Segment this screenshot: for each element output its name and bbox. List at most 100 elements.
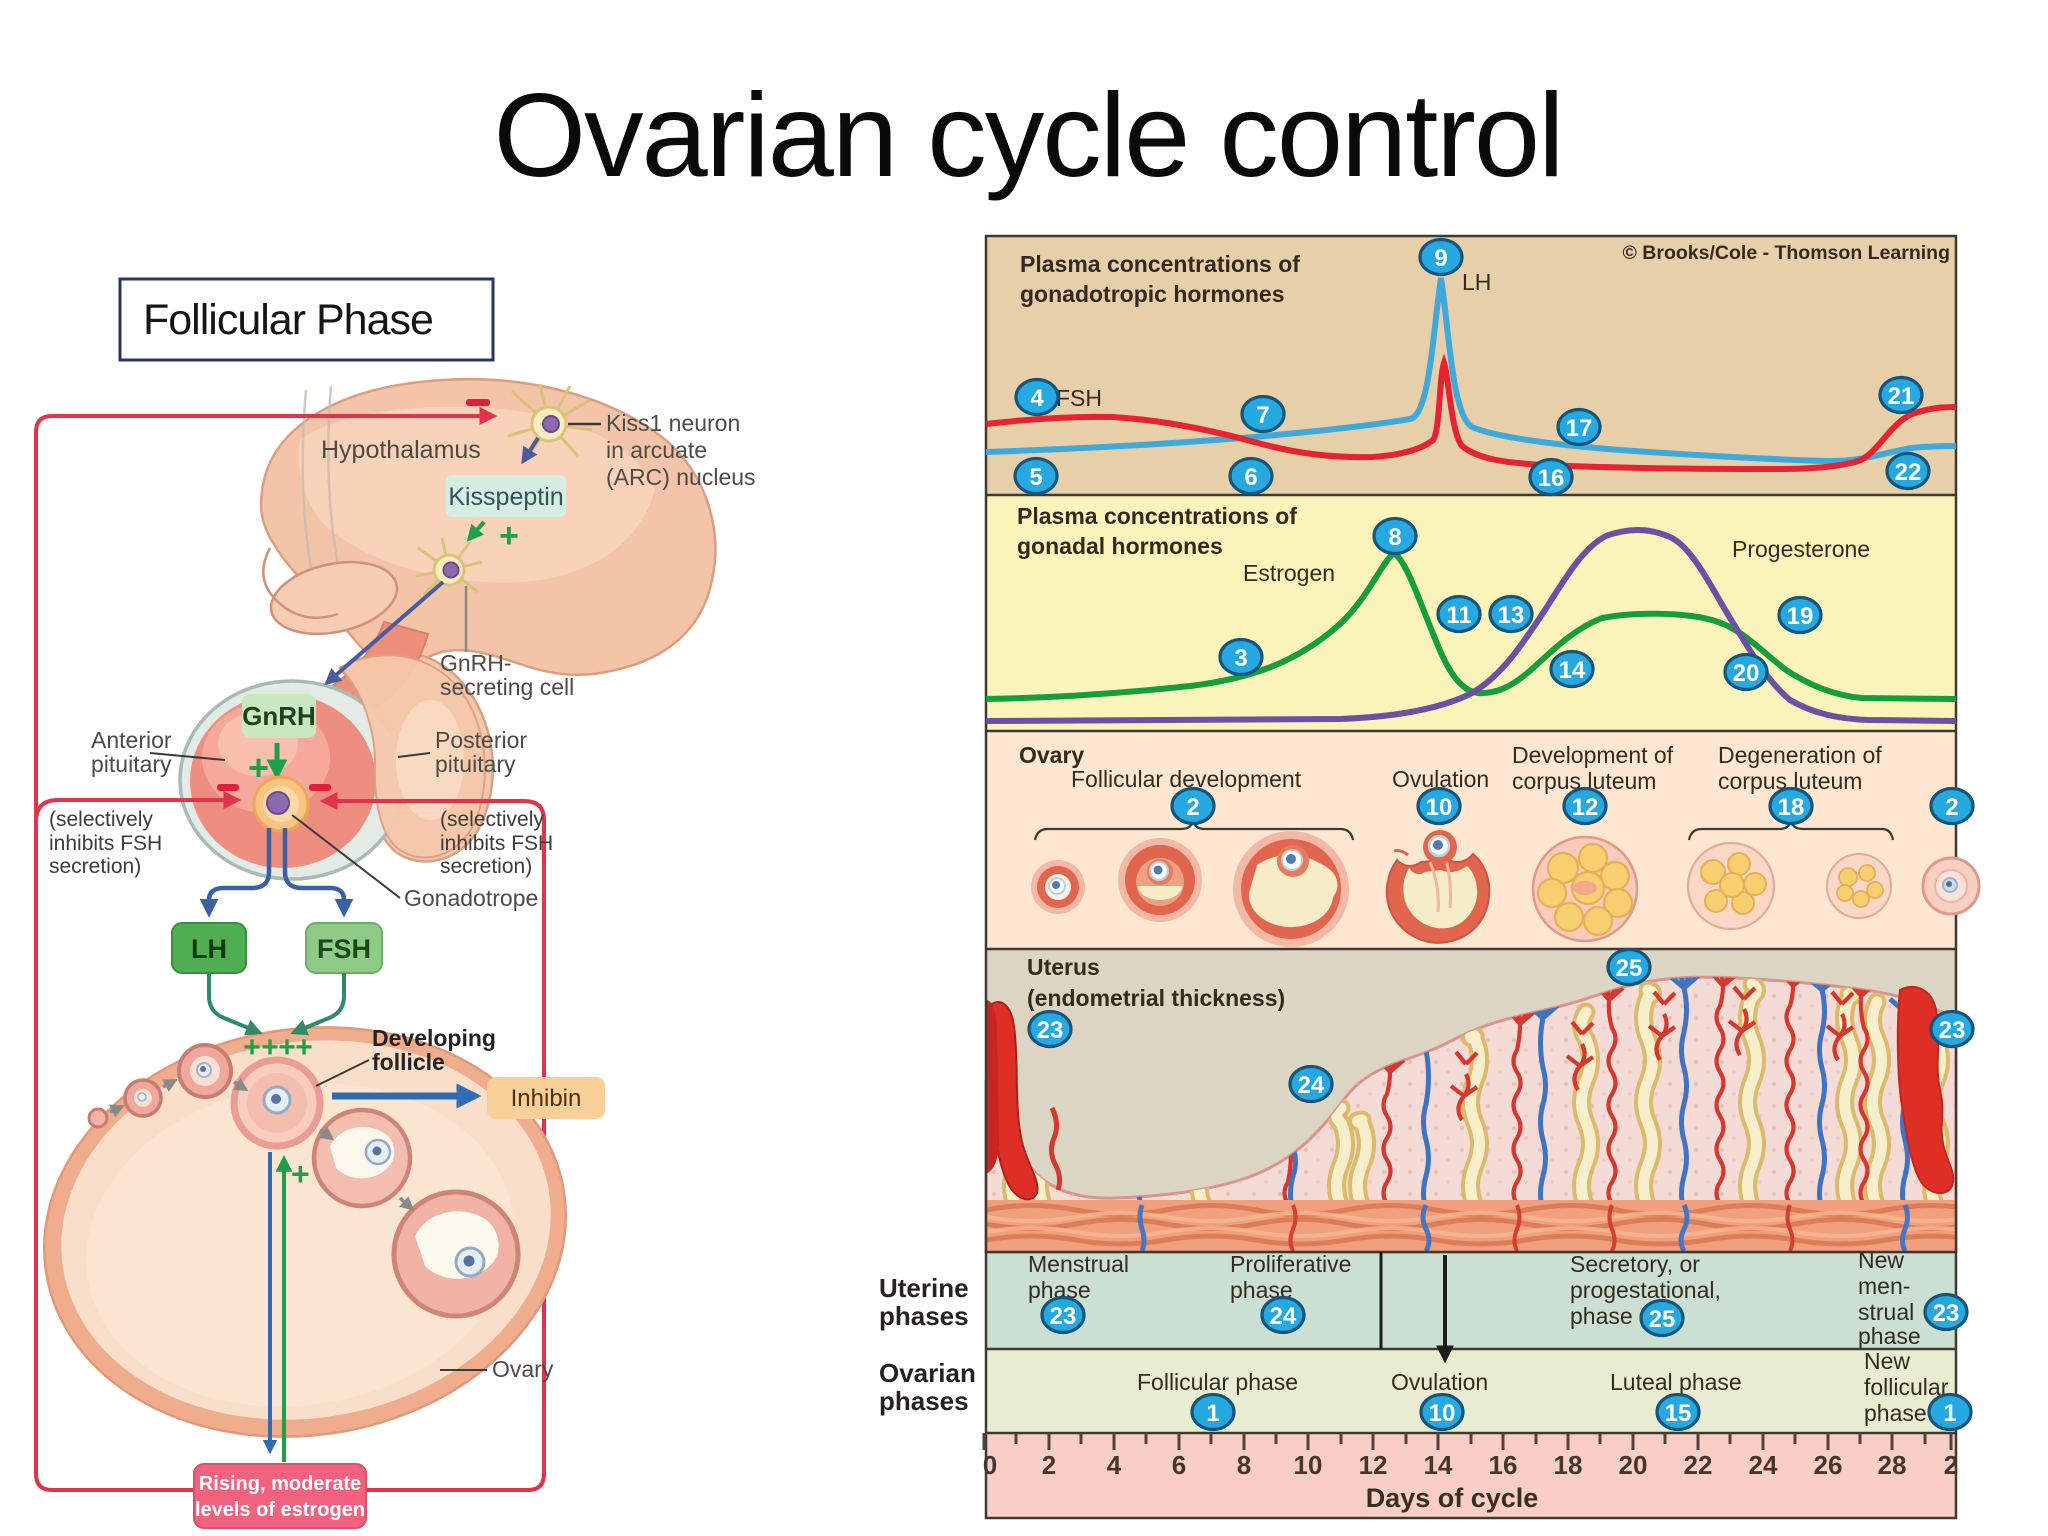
svg-text:2: 2: [1042, 1450, 1056, 1480]
svg-text:Rising, moderate: Rising, moderate: [199, 1473, 361, 1495]
svg-text:+: +: [499, 517, 519, 555]
svg-text:follicular: follicular: [1864, 1374, 1949, 1400]
svg-text:Days of cycle: Days of cycle: [1366, 1483, 1539, 1513]
svg-text:4: 4: [1030, 385, 1044, 412]
svg-text:phase: phase: [1858, 1323, 1921, 1349]
svg-text:secreting cell: secreting cell: [440, 674, 574, 700]
svg-text:(selectively: (selectively: [440, 808, 544, 831]
svg-text:23: 23: [1939, 1017, 1966, 1044]
svg-text:Progesterone: Progesterone: [1732, 536, 1870, 562]
svg-text:17: 17: [1566, 415, 1593, 442]
svg-text:Plasma concentrations of: Plasma concentrations of: [1017, 503, 1297, 529]
svg-text:gonadotropic hormones: gonadotropic hormones: [1020, 281, 1285, 307]
svg-text:FSH: FSH: [1056, 385, 1102, 411]
svg-text:0: 0: [983, 1450, 997, 1480]
svg-text:13: 13: [1498, 602, 1525, 629]
svg-text:10: 10: [1429, 1400, 1456, 1427]
svg-text:Follicular development: Follicular development: [1071, 766, 1302, 792]
svg-text:12: 12: [1572, 794, 1599, 821]
svg-text:22: 22: [1895, 459, 1922, 486]
svg-text:18: 18: [1778, 794, 1805, 821]
svg-text:Ovary: Ovary: [492, 1356, 554, 1382]
svg-text:pituitary: pituitary: [91, 751, 172, 777]
svg-text:(endometrial thickness): (endometrial thickness): [1027, 985, 1285, 1011]
svg-text:+: +: [295, 1031, 313, 1064]
svg-text:phases: phases: [879, 1386, 969, 1416]
svg-text:Follicular Phase: Follicular Phase: [143, 296, 433, 344]
svg-text:7: 7: [1256, 402, 1269, 429]
svg-text:Developing: Developing: [372, 1025, 496, 1051]
svg-text:4: 4: [1107, 1450, 1122, 1480]
svg-text:10: 10: [1426, 794, 1453, 821]
svg-text:Secretory, or: Secretory, or: [1570, 1251, 1700, 1277]
svg-text:2: 2: [1186, 794, 1199, 821]
svg-text:+: +: [261, 1031, 279, 1064]
svg-text:6: 6: [1244, 464, 1257, 491]
svg-text:16: 16: [1489, 1450, 1518, 1480]
svg-text:strual: strual: [1858, 1299, 1914, 1325]
svg-text:inhibits FSH: inhibits FSH: [440, 832, 553, 855]
svg-text:Kiss1 neuron: Kiss1 neuron: [606, 410, 740, 436]
svg-text:Development of: Development of: [1512, 742, 1674, 768]
svg-text:Follicular phase: Follicular phase: [1137, 1369, 1298, 1395]
svg-text:progestational,: progestational,: [1570, 1277, 1721, 1303]
svg-text:26: 26: [1814, 1450, 1843, 1480]
svg-text:gonadal hormones: gonadal hormones: [1017, 533, 1223, 559]
svg-text:© Brooks/Cole - Thomson Learni: © Brooks/Cole - Thomson Learning: [1623, 242, 1950, 264]
svg-text:8: 8: [1388, 524, 1401, 551]
svg-text:2: 2: [1945, 794, 1958, 821]
svg-text:23: 23: [1037, 1017, 1064, 1044]
svg-text:Ovarian: Ovarian: [879, 1358, 976, 1388]
svg-text:(ARC) nucleus: (ARC) nucleus: [606, 464, 756, 490]
svg-text:1: 1: [1206, 1400, 1219, 1427]
svg-text:11: 11: [1446, 602, 1471, 629]
svg-text:20: 20: [1733, 660, 1760, 687]
svg-text:+: +: [278, 1031, 296, 1064]
svg-text:Uterus: Uterus: [1027, 954, 1100, 980]
svg-text:16: 16: [1538, 465, 1565, 492]
svg-text:(selectively: (selectively: [49, 808, 153, 831]
svg-text:Gonadotrope: Gonadotrope: [404, 885, 538, 911]
svg-text:22: 22: [1684, 1450, 1713, 1480]
svg-text:FSH: FSH: [317, 934, 371, 964]
svg-text:21: 21: [1888, 383, 1915, 410]
svg-text:Menstrual: Menstrual: [1028, 1251, 1129, 1277]
svg-text:10: 10: [1294, 1450, 1323, 1480]
svg-text:+: +: [248, 747, 269, 788]
svg-text:New: New: [1858, 1247, 1904, 1273]
svg-text:Proliferative: Proliferative: [1230, 1251, 1351, 1277]
svg-text:men-: men-: [1858, 1273, 1910, 1299]
svg-text:phase: phase: [1864, 1400, 1927, 1426]
svg-text:Ovulation: Ovulation: [1391, 1369, 1488, 1395]
svg-text:24: 24: [1749, 1450, 1778, 1480]
svg-text:New: New: [1864, 1348, 1910, 1374]
svg-text:25: 25: [1616, 955, 1643, 982]
svg-text:28: 28: [1878, 1450, 1907, 1480]
svg-text:phase: phase: [1570, 1303, 1633, 1329]
svg-text:pituitary: pituitary: [435, 751, 516, 777]
svg-text:Posterior: Posterior: [435, 727, 527, 753]
svg-text:Plasma concentrations of: Plasma concentrations of: [1020, 251, 1300, 277]
svg-text:secretion): secretion): [49, 855, 141, 878]
svg-text:Degeneration of: Degeneration of: [1718, 742, 1882, 768]
svg-text:6: 6: [1172, 1450, 1186, 1480]
svg-text:inhibits FSH: inhibits FSH: [49, 832, 162, 855]
svg-text:8: 8: [1237, 1450, 1251, 1480]
svg-text:3: 3: [1234, 645, 1247, 672]
svg-text:levels of estrogen: levels of estrogen: [195, 1499, 365, 1521]
svg-text:Ovarian cycle control: Ovarian cycle control: [493, 69, 1562, 202]
svg-text:23: 23: [1050, 1303, 1077, 1330]
svg-text:2: 2: [1944, 1450, 1958, 1480]
svg-text:25: 25: [1649, 1306, 1676, 1333]
svg-text:Kisspeptin: Kisspeptin: [448, 483, 563, 511]
svg-text:20: 20: [1619, 1450, 1648, 1480]
svg-text:Anterior: Anterior: [91, 727, 172, 753]
svg-text:1: 1: [1943, 1400, 1956, 1427]
svg-text:secretion): secretion): [440, 855, 532, 878]
svg-text:in arcuate: in arcuate: [606, 437, 707, 463]
svg-text:15: 15: [1665, 1400, 1692, 1427]
svg-text:5: 5: [1029, 464, 1042, 491]
svg-text:+: +: [291, 1156, 310, 1192]
svg-text:Hypothalamus: Hypothalamus: [321, 436, 481, 464]
svg-text:LH: LH: [191, 934, 227, 964]
